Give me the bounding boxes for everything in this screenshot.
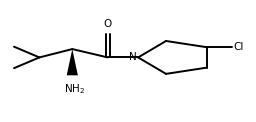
Text: N: N bbox=[129, 52, 137, 62]
Text: NH$_2$: NH$_2$ bbox=[64, 82, 86, 96]
Polygon shape bbox=[67, 49, 78, 75]
Text: O: O bbox=[104, 19, 112, 29]
Text: Cl: Cl bbox=[234, 42, 244, 52]
